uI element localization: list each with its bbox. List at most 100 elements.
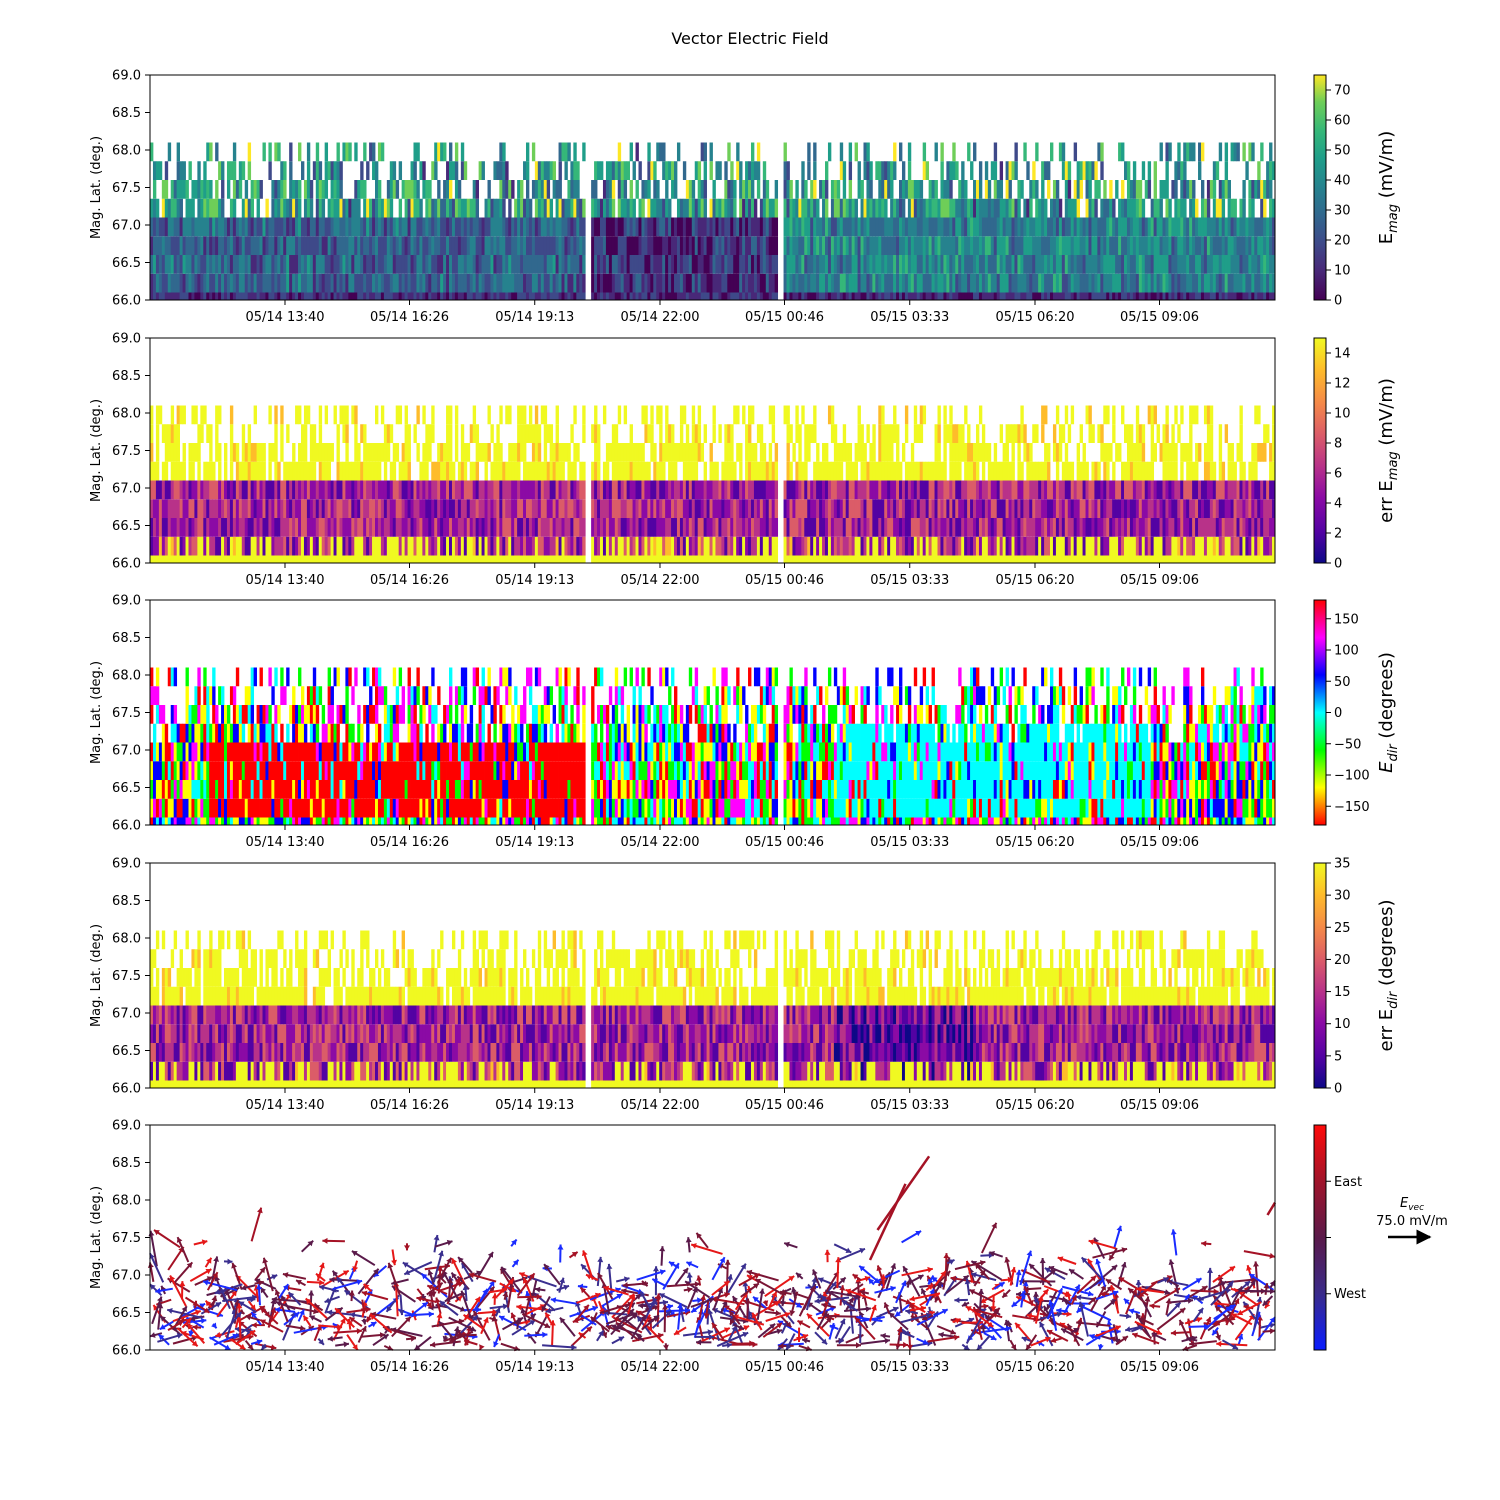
heatmap-cell — [887, 292, 891, 300]
heatmap-cell — [1014, 236, 1018, 255]
heatmap-cell — [1041, 555, 1045, 563]
heatmap-cell — [1047, 236, 1051, 255]
heatmap-cell — [685, 536, 690, 556]
heatmap-cell — [487, 499, 491, 518]
heatmap-cell — [229, 443, 234, 462]
heatmap-cell — [1200, 255, 1205, 274]
heatmap-cell — [685, 217, 690, 237]
heatmap-cell — [712, 518, 716, 537]
heatmap-cell — [916, 424, 921, 443]
heatmap-cell — [1023, 217, 1027, 237]
heatmap-cell — [295, 292, 299, 300]
heatmap-cell — [546, 180, 551, 199]
heatmap-cell — [505, 292, 509, 300]
heatmap-cell — [842, 536, 847, 556]
heatmap-cell — [306, 499, 311, 518]
heatmap-cell — [973, 255, 977, 274]
heatmap-cell — [1153, 292, 1157, 300]
heatmap-cell — [1094, 161, 1098, 180]
heatmap-cell — [582, 555, 586, 563]
heatmap-cell — [191, 273, 195, 293]
heatmap-cell — [425, 443, 429, 462]
heatmap-cell — [916, 499, 921, 518]
heatmap-cell — [816, 536, 820, 556]
heatmap-cell — [1052, 518, 1057, 537]
heatmap-cell — [970, 236, 974, 255]
heatmap-cell — [833, 518, 838, 537]
heatmap-cell — [993, 142, 998, 162]
heatmap-cell — [312, 499, 317, 518]
heatmap-cell — [614, 499, 619, 518]
heatmap-cell — [161, 555, 166, 563]
heatmap-cell — [848, 518, 853, 537]
heatmap-cell — [250, 292, 255, 300]
heatmap-cell — [1180, 217, 1184, 237]
heatmap-cell — [543, 461, 548, 481]
heatmap-cell — [1162, 236, 1166, 255]
heatmap-cell — [232, 273, 237, 293]
heatmap-cell — [333, 555, 337, 563]
heatmap-cell — [534, 273, 539, 293]
heatmap-cell — [443, 292, 447, 300]
heatmap-cell — [1002, 555, 1006, 563]
heatmap-cell — [733, 480, 737, 500]
heatmap-cell — [789, 518, 793, 537]
heatmap-cell — [472, 273, 477, 293]
heatmap-cell — [919, 405, 924, 425]
heatmap-cell — [644, 236, 648, 255]
heatmap-cell — [582, 424, 586, 443]
heatmap-cell — [1032, 236, 1036, 255]
heatmap-cell — [742, 198, 746, 218]
heatmap-cell — [363, 518, 367, 537]
heatmap-cell — [375, 292, 379, 300]
heatmap-cell — [943, 499, 947, 518]
heatmap-cell — [540, 480, 545, 500]
heatmap-cell — [312, 217, 317, 237]
heatmap-cell — [357, 480, 361, 500]
heatmap-cell — [250, 180, 255, 199]
heatmap-cell — [611, 499, 616, 518]
heatmap-cell — [685, 518, 690, 537]
heatmap-cell — [315, 443, 320, 462]
heatmap-cell — [724, 536, 728, 556]
heatmap-cell — [289, 198, 293, 218]
heatmap-cell — [653, 217, 657, 237]
heatmap-cell — [534, 536, 539, 556]
heatmap-cell — [342, 424, 346, 443]
heatmap-cell — [996, 518, 1001, 537]
heatmap-cell — [422, 536, 426, 556]
heatmap-cell — [650, 405, 654, 425]
heatmap-cell — [1017, 518, 1021, 537]
heatmap-cell — [552, 217, 556, 237]
heatmap-cell — [170, 405, 175, 425]
heatmap-cell — [321, 443, 326, 462]
heatmap-cell — [280, 217, 284, 237]
heatmap-cell — [913, 180, 918, 199]
heatmap-cell — [206, 255, 210, 274]
heatmap-cell — [688, 180, 693, 199]
heatmap-cell — [354, 536, 358, 556]
heatmap-cell — [366, 255, 370, 274]
heatmap-cell — [1109, 198, 1113, 218]
heatmap-cell — [896, 555, 900, 563]
heatmap-cell — [1097, 292, 1101, 300]
heatmap-cell — [1242, 217, 1246, 237]
colorbar-tick-label: 40 — [1334, 174, 1351, 189]
heatmap-cell — [801, 255, 805, 274]
heatmap-cell — [878, 461, 882, 481]
heatmap-cell — [1189, 255, 1193, 274]
heatmap-cell — [671, 443, 675, 462]
heatmap-cell — [502, 180, 506, 199]
heatmap-cell — [765, 480, 770, 500]
heatmap-cell — [608, 180, 613, 199]
heatmap-cell — [1192, 180, 1196, 199]
heatmap-cell — [878, 273, 882, 293]
heatmap-cell — [816, 217, 820, 237]
heatmap-cell — [286, 292, 290, 300]
heatmap-cell — [753, 480, 758, 500]
heatmap-cell — [1183, 142, 1187, 162]
heatmap-cell — [955, 480, 959, 500]
heatmap-cell — [531, 499, 536, 518]
heatmap-cell — [973, 443, 977, 462]
heatmap-cell — [1041, 292, 1045, 300]
